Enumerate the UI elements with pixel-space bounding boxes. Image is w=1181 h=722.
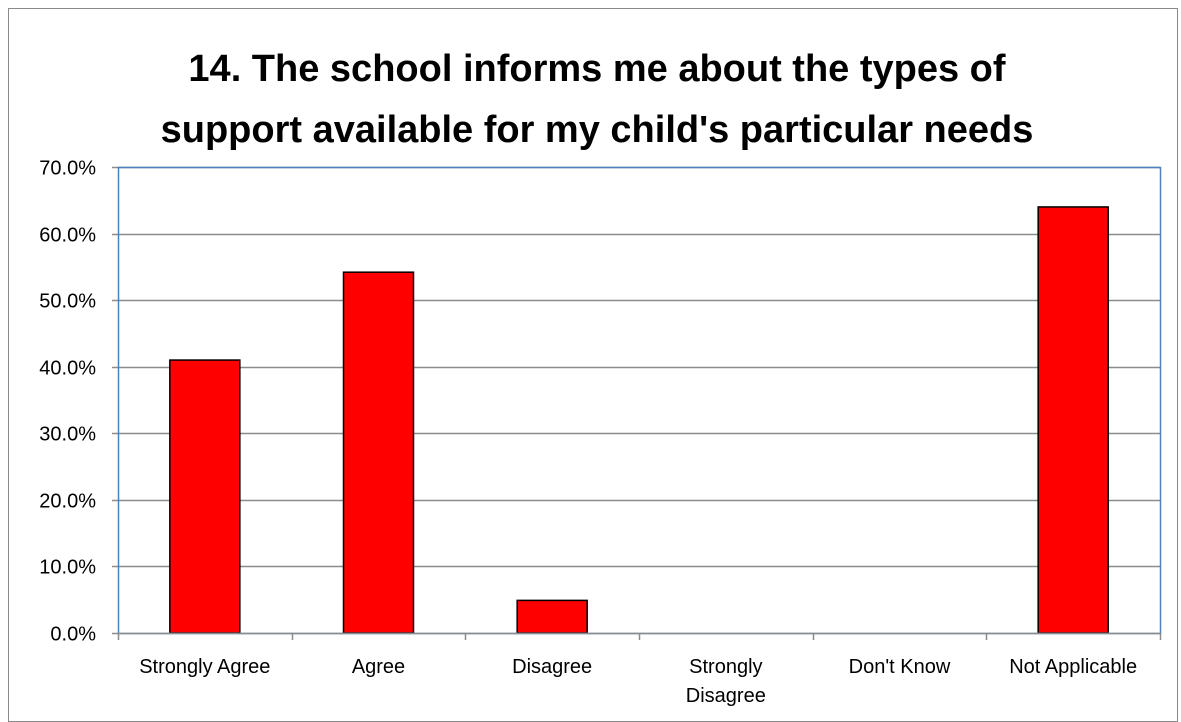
y-tick-label: 60.0% xyxy=(39,225,96,247)
y-tick-label: 40.0% xyxy=(39,358,96,380)
bar-2 xyxy=(516,599,588,634)
x-tick-label: Don't Know xyxy=(849,656,951,678)
axes xyxy=(112,166,1162,640)
chart-title-line-2: support available for my child's particu… xyxy=(161,109,1034,151)
bar-5 xyxy=(1037,206,1109,634)
x-tick-label: Strongly xyxy=(689,656,762,678)
y-tick-label: 30.0% xyxy=(39,424,96,446)
gridlines xyxy=(118,166,1160,568)
y-tick-label: 0.0% xyxy=(50,624,96,646)
y-tick-labels: 0.0% 10.0% 20.0% 30.0% 40.0% 50.0% 60.0% 70.0% xyxy=(39,158,96,646)
y-tick-label: 70.0% xyxy=(39,158,96,180)
chart-svg: 14. The school informs me about the type… xyxy=(39,48,1162,707)
x-tick-label: Not Applicable xyxy=(1009,656,1137,678)
x-tick-labels: Strongly Agree Agree Disagree Strongly Disag… xyxy=(139,656,1137,707)
chart-frame: 14. The school informs me about the type… xyxy=(8,8,1178,722)
x-tick-label: Agree xyxy=(352,656,405,678)
plot-area-border xyxy=(117,166,1162,635)
y-tick-label: 20.0% xyxy=(39,491,96,513)
x-tick-label: Strongly Agree xyxy=(139,656,270,678)
x-tick-label: Disagree xyxy=(686,685,766,707)
bar-1 xyxy=(342,271,415,634)
bars xyxy=(169,206,1109,634)
y-tick-label: 10.0% xyxy=(39,557,96,579)
bar-0 xyxy=(169,359,241,634)
chart-title: 14. The school informs me about the type… xyxy=(161,48,1034,151)
chart-title-line-1: 14. The school informs me about the type… xyxy=(188,48,1005,90)
y-tick-label: 50.0% xyxy=(39,291,96,313)
x-tick-label: Disagree xyxy=(512,656,592,678)
